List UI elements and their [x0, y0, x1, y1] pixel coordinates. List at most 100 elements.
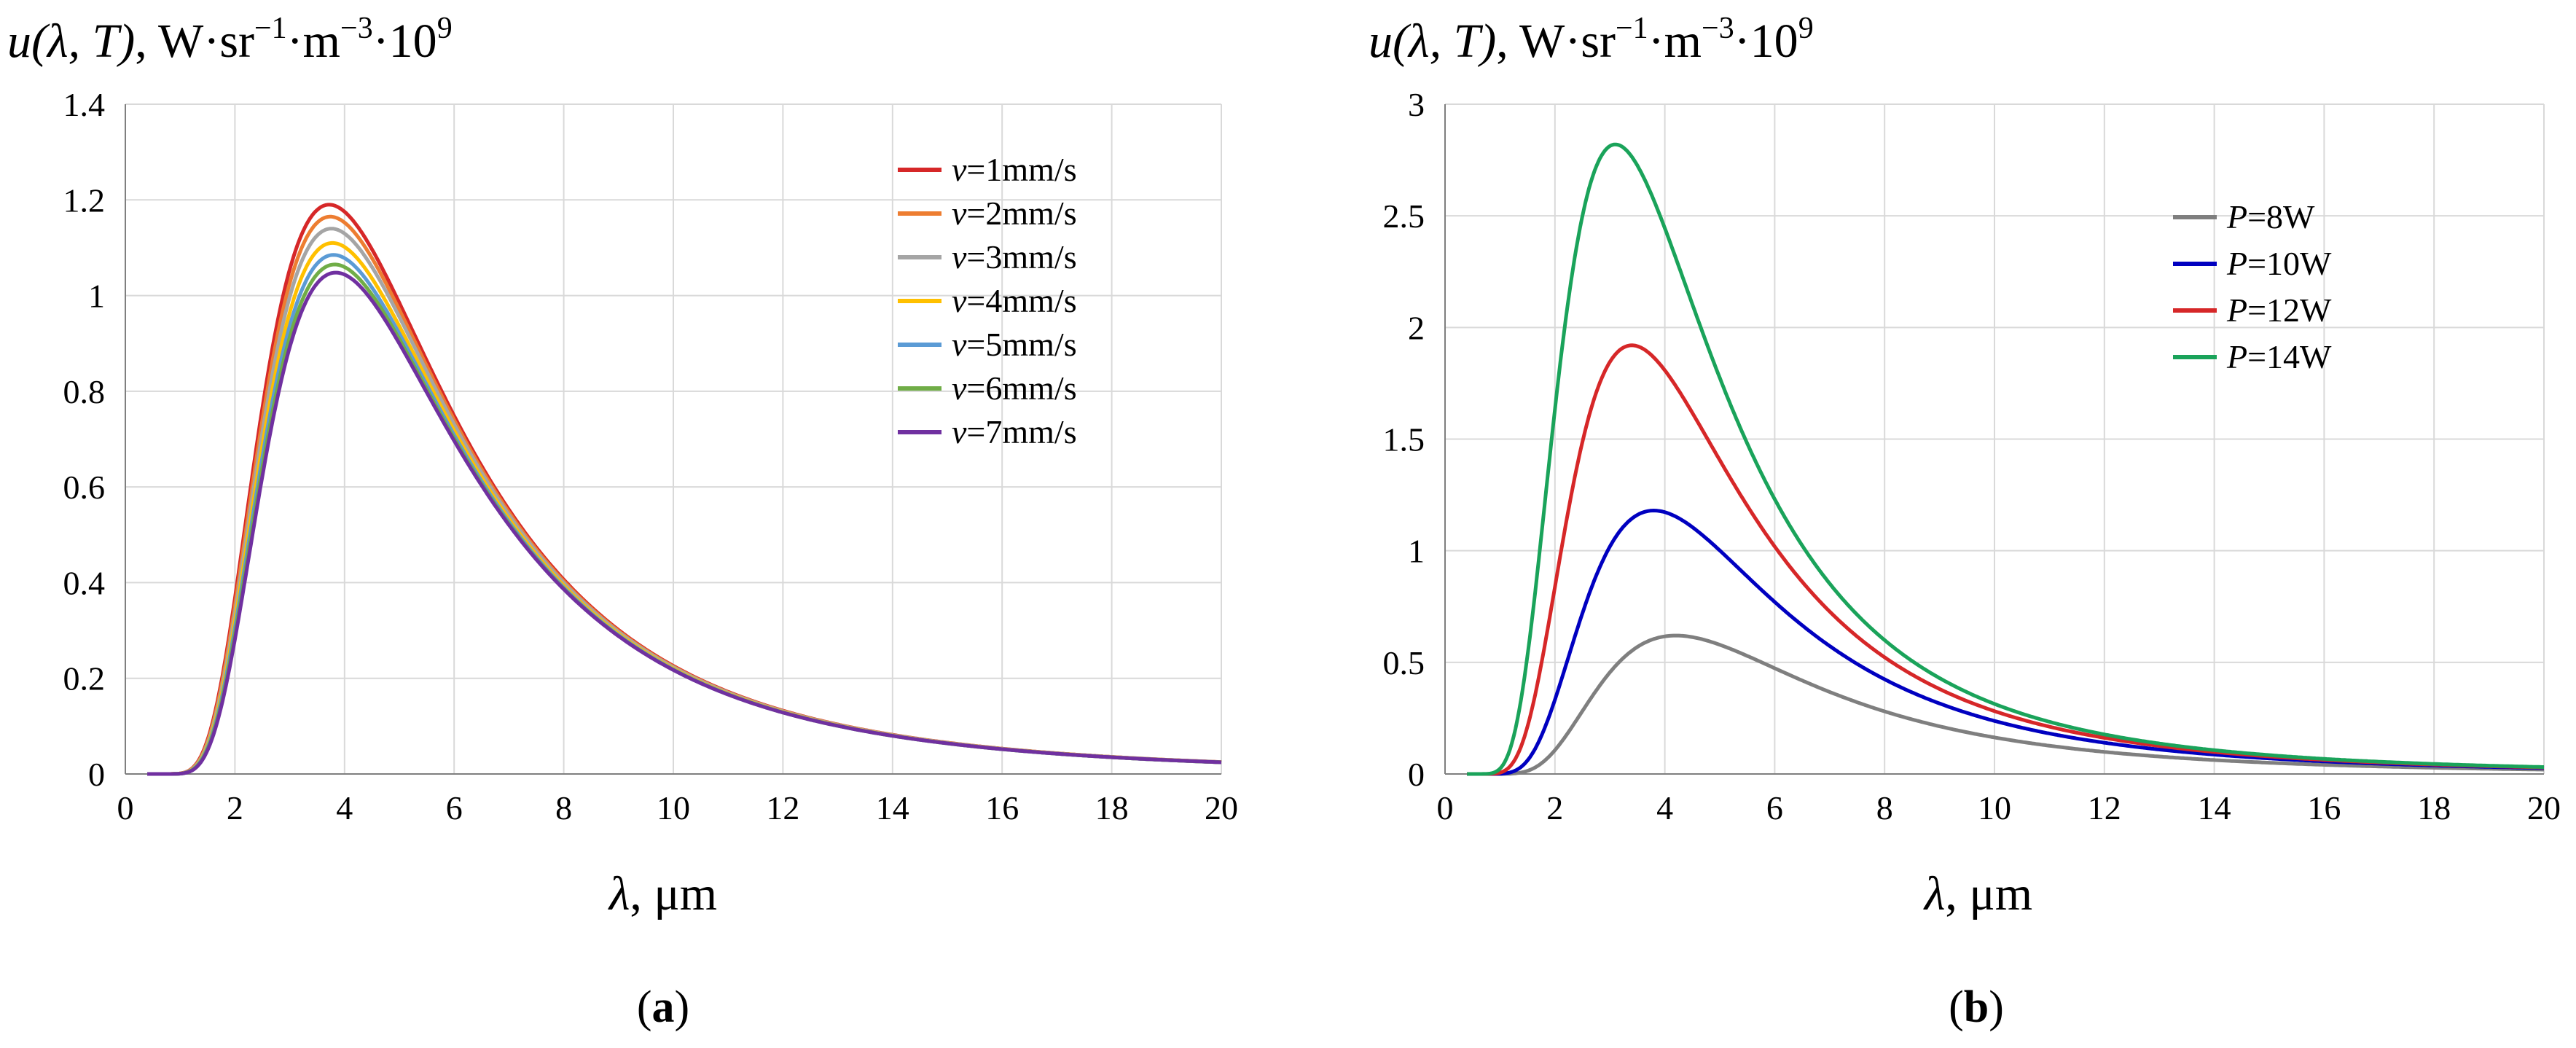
panel-b-x-tick-label: 6: [1766, 789, 1783, 826]
panel-b-ylabel-mid: ·m: [1648, 15, 1702, 68]
panel-b-ylabel-exp2: −3: [1702, 12, 1734, 45]
panel-b-x-tick-label: 12: [2088, 789, 2121, 826]
panel-a-legend-label: v=2mm/s: [952, 195, 1077, 232]
panel-b-ylabel-var: u: [1369, 15, 1393, 68]
panel-a-legend-var: v: [952, 282, 967, 319]
panel-a-y-tick-label: 0.4: [63, 564, 106, 601]
panel-a-legend-value: =2mm/s: [966, 195, 1076, 232]
panel-a-xlabel-var: λ: [608, 867, 630, 920]
panel-a-ylabel-exp1: −1: [254, 12, 287, 45]
panel-a-ylabel-mid: ·m: [287, 15, 340, 68]
panel-a-legend-label: v=7mm/s: [952, 413, 1077, 450]
panel-b-x-ticks: 0 2 4 6 8 10 12 14 16 18 20: [1437, 789, 2561, 826]
panel-b-x-tick-label: 16: [2307, 789, 2341, 826]
panel-a-x-tick-label: 16: [985, 789, 1019, 826]
panel-a-legend-var: v: [952, 326, 967, 363]
panel-b-ylabel-tail: ·10: [1734, 15, 1798, 68]
panel-a-ylabel-exp2: −3: [340, 12, 373, 45]
panel-a-ylabel-units: , W·sr: [135, 15, 254, 68]
panel-b-y-tick-label: 1: [1408, 533, 1425, 570]
panel-a-y-tick-label: 1.2: [63, 181, 106, 219]
panel-a-legend-var: v: [952, 238, 967, 275]
panel-a-x-axis-title: λ, μm: [608, 867, 717, 920]
panel-a-legend-label: v=1mm/s: [952, 151, 1077, 188]
panel-b-x-tick-label: 14: [2198, 789, 2231, 826]
panel-b-legend-value: =8W: [2247, 198, 2315, 235]
panel-a-ylabel-tail: ·10: [373, 15, 437, 68]
panel-a-y-axis-title: u(λ, T), W·sr−1·m−3·109: [7, 12, 453, 68]
panel-b-x-tick-label: 10: [1978, 789, 2011, 826]
panel-b-ylabel-units: , W·sr: [1496, 15, 1616, 68]
panel-a-y-tick-label: 0.2: [63, 660, 106, 697]
panel-b-axes: [1444, 104, 2544, 775]
panel-b-y-tick-label: 2.5: [1383, 198, 1425, 235]
panel-b-legend-value: =12W: [2247, 292, 2332, 329]
panel-b-legend-label: P=14W: [2226, 338, 2332, 375]
panel-b-y-tick-label: 1.5: [1383, 421, 1425, 458]
panel-a-label-letter: a: [652, 982, 675, 1032]
panel-b-x-tick-label: 4: [1656, 789, 1673, 826]
panel-a-series-line-7mm-s: [147, 270, 1222, 776]
panel-b-series: [1467, 142, 2545, 776]
panel-a-series: [147, 203, 1222, 776]
panel-a-y-ticks: 0 0.2 0.4 0.6 0.8 1 1.2 1.4: [63, 86, 106, 793]
panel-b-ylabel-exp1: −1: [1616, 12, 1648, 45]
panel-b-xlabel-var: λ: [1923, 867, 1946, 920]
panel-b-y-tick-label: 2: [1408, 309, 1425, 346]
panel-b-y-axis-title: u(λ, T), W·sr−1·m−3·109: [1369, 12, 1814, 68]
panel-b-legend-var: P: [2226, 292, 2247, 329]
panel-a-legend: v=1mm/sv=2mm/sv=3mm/sv=4mm/sv=5mm/sv=6mm…: [898, 151, 1077, 450]
panel-b-y-tick-label: 0.5: [1383, 644, 1425, 681]
chart-panel-a: u(λ, T), W·sr−1·m−3·109 0 0.2 0.4 0.6 0.8 1 1.…: [7, 12, 1238, 1032]
panel-a-x-tick-label: 20: [1205, 789, 1238, 826]
panel-a-legend-label: v=3mm/s: [952, 238, 1077, 275]
panel-b-label-letter: b: [1964, 982, 1989, 1032]
panel-b-x-tick-label: 8: [1876, 789, 1893, 826]
panel-b-ylabel-exp3: 9: [1798, 12, 1814, 45]
panel-b-legend-var: P: [2226, 198, 2247, 235]
panel-a-ylabel-var: u: [7, 15, 31, 68]
panel-a-xlabel-units: , μm: [630, 867, 717, 920]
panel-a-x-tick-label: 10: [657, 789, 690, 826]
panel-a-y-tick-label: 0.6: [63, 469, 106, 506]
panel-a-legend-var: v: [952, 413, 967, 450]
panel-b-x-tick-label: 18: [2417, 789, 2451, 826]
panel-a-y-tick-label: 1: [88, 278, 105, 315]
panel-b-legend-value: =10W: [2247, 245, 2332, 282]
panel-b-legend-value: =14W: [2247, 338, 2332, 375]
panel-a-x-tick-label: 4: [336, 789, 353, 826]
panel-b-legend-var: P: [2226, 338, 2247, 375]
panel-a-x-tick-label: 0: [117, 789, 134, 826]
panel-a-x-tick-label: 18: [1095, 789, 1129, 826]
panel-a-legend-value: =5mm/s: [966, 326, 1076, 363]
panel-b-label: (b): [1949, 982, 2004, 1032]
panel-a-x-tick-label: 6: [446, 789, 463, 826]
panel-b-legend-label: P=12W: [2226, 292, 2332, 329]
panel-b-series-line-14w: [1467, 142, 2544, 776]
panel-a-x-tick-label: 8: [555, 789, 572, 826]
panel-b-x-tick-label: 20: [2527, 789, 2561, 826]
panel-a-y-tick-label: 0.8: [63, 373, 106, 410]
panel-a-axes: [125, 104, 1221, 775]
panel-a-x-tick-label: 12: [766, 789, 799, 826]
chart-panel-b: u(λ, T), W·sr−1·m−3·109 0 0.5 1 1.5 2 2.5 3 0 2…: [1369, 12, 2561, 1032]
panel-a-y-tick-label: 1.4: [63, 86, 106, 123]
panel-a-grid: [125, 103, 1222, 774]
panel-a-x-tick-label: 2: [227, 789, 243, 826]
panel-b-legend-label: P=8W: [2226, 198, 2315, 235]
panel-a-legend-value: =7mm/s: [966, 413, 1076, 450]
panel-a-legend-var: v: [952, 369, 967, 407]
panel-a-ylabel-args: (λ, T): [31, 15, 135, 68]
panel-b-ylabel-args: (λ, T): [1393, 15, 1496, 68]
panel-a-legend-label: v=5mm/s: [952, 326, 1077, 363]
panel-a-ylabel-exp3: 9: [437, 12, 453, 45]
panel-a-legend-label: v=6mm/s: [952, 369, 1077, 407]
panel-a-x-ticks: 0 2 4 6 8 10 12 14 16 18 20: [117, 789, 1239, 826]
panel-a-legend-value: =1mm/s: [966, 151, 1076, 188]
panel-a-legend-var: v: [952, 151, 967, 188]
panel-a-legend-label: v=4mm/s: [952, 282, 1077, 319]
panel-b-grid: [1445, 103, 2545, 774]
panel-a-legend-value: =3mm/s: [966, 238, 1076, 275]
